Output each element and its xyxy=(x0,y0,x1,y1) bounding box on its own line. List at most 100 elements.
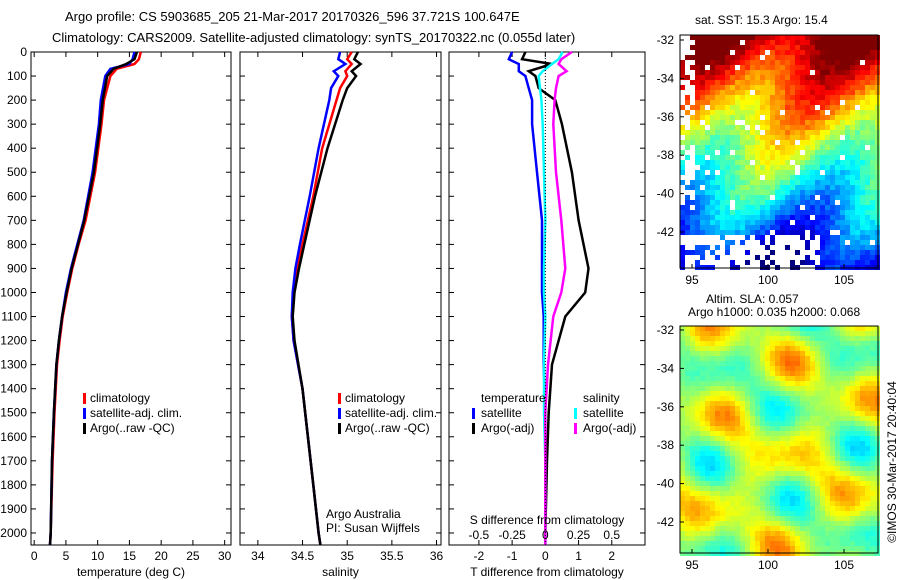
map-cell xyxy=(740,481,745,486)
map-cell xyxy=(685,371,690,376)
map-cell xyxy=(865,95,870,100)
map-cell xyxy=(810,110,815,115)
y-tick-label: 1300 xyxy=(0,358,27,372)
map-cell xyxy=(835,45,840,50)
map-cell xyxy=(850,95,855,100)
map-cell xyxy=(805,326,810,331)
map-cell xyxy=(725,401,730,406)
map-cell xyxy=(765,80,770,85)
map-cell xyxy=(830,235,835,240)
map-cell xyxy=(700,95,705,100)
map-cell xyxy=(710,110,715,115)
map-cell xyxy=(760,195,765,200)
map-cell xyxy=(765,386,770,391)
map-cell xyxy=(715,40,720,45)
map-cell xyxy=(680,205,685,210)
map-cell xyxy=(850,521,855,526)
map-cell xyxy=(855,195,860,200)
map-cell xyxy=(800,180,805,185)
map-cell xyxy=(810,396,815,401)
map-cell xyxy=(815,411,820,416)
map-cell xyxy=(685,70,690,75)
map-cell xyxy=(685,511,690,516)
map-cell xyxy=(720,150,725,155)
map-cell xyxy=(830,150,835,155)
x2-tick-label: 0.25 xyxy=(567,528,591,542)
map-cell xyxy=(770,170,775,175)
map-cell xyxy=(705,421,710,426)
map-cell xyxy=(700,130,705,135)
map-cell xyxy=(780,391,785,396)
map-cell xyxy=(710,406,715,411)
map-cell xyxy=(845,135,850,140)
map-cell xyxy=(820,421,825,426)
map-cell xyxy=(695,255,700,260)
map-cell xyxy=(870,481,875,486)
map-cell xyxy=(790,361,795,366)
map-cell xyxy=(680,371,685,376)
map-cell xyxy=(870,150,875,155)
map-cell xyxy=(760,165,765,170)
map-cell xyxy=(740,526,745,531)
map-cell xyxy=(835,220,840,225)
map-cell xyxy=(785,506,790,511)
map-cell xyxy=(810,356,815,361)
map-cell xyxy=(705,326,710,331)
map-cell xyxy=(755,346,760,351)
map-cell xyxy=(835,65,840,70)
map-cell xyxy=(755,501,760,506)
map-cell xyxy=(865,200,870,205)
map-cell xyxy=(865,150,870,155)
map-cell xyxy=(720,70,725,75)
map-cell xyxy=(765,235,770,240)
map-cell xyxy=(745,240,750,245)
map-cell xyxy=(770,341,775,346)
map-cell xyxy=(685,80,690,85)
map-cell xyxy=(810,326,815,331)
map-cell xyxy=(725,336,730,341)
map-cell xyxy=(705,130,710,135)
map-cell xyxy=(760,235,765,240)
map-cell xyxy=(810,456,815,461)
map-cell xyxy=(815,155,820,160)
map-cell xyxy=(680,426,685,431)
map-cell xyxy=(860,326,865,331)
map-cell xyxy=(680,60,685,65)
map-cell xyxy=(710,376,715,381)
map-cell xyxy=(790,336,795,341)
map-cell xyxy=(830,466,835,471)
map-cell xyxy=(840,446,845,451)
map-cell xyxy=(785,536,790,541)
map-cell xyxy=(790,45,795,50)
map-cell xyxy=(780,220,785,225)
map-cell xyxy=(695,346,700,351)
map-cell xyxy=(825,511,830,516)
map-cell xyxy=(850,346,855,351)
map-cell xyxy=(695,421,700,426)
map-cell xyxy=(840,346,845,351)
map-cell xyxy=(690,210,695,215)
map-cell xyxy=(760,70,765,75)
map-cell xyxy=(680,100,685,105)
y-tick-label: 1200 xyxy=(0,334,27,348)
map-cell xyxy=(705,536,710,541)
map-cell xyxy=(825,80,830,85)
legend-swatch xyxy=(338,393,341,404)
map-cell xyxy=(840,431,845,436)
map-cell xyxy=(790,85,795,90)
map-cell xyxy=(750,200,755,205)
map-cell xyxy=(870,441,875,446)
map-cell xyxy=(740,411,745,416)
map-cell xyxy=(770,416,775,421)
map-cell xyxy=(745,506,750,511)
map-cell xyxy=(740,255,745,260)
map-cell xyxy=(820,451,825,456)
map-cell xyxy=(715,531,720,536)
x-tick-label: 35 xyxy=(341,549,355,563)
map-cell xyxy=(725,531,730,536)
map-cell xyxy=(710,486,715,491)
map-cell xyxy=(730,245,735,250)
map-cell xyxy=(710,235,715,240)
map-cell xyxy=(865,195,870,200)
map-cell xyxy=(780,436,785,441)
